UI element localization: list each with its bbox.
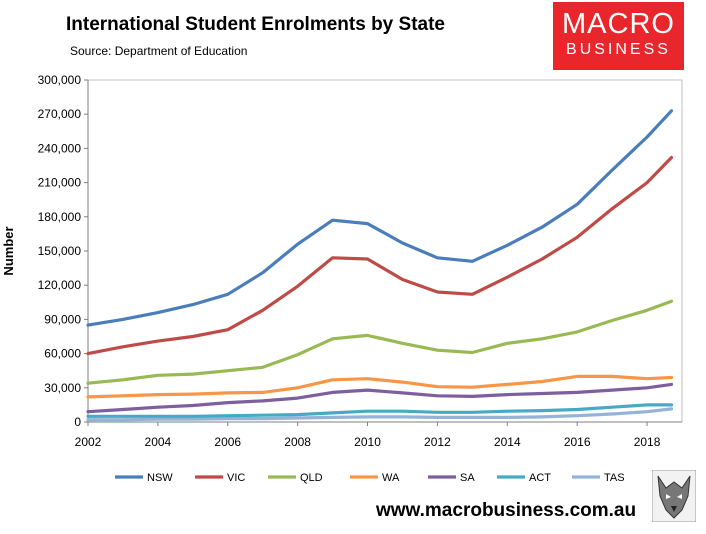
legend-label-sa: SA: [460, 472, 475, 484]
y-axis-label: Number: [1, 226, 16, 275]
series-line-tas: [86, 407, 674, 422]
series-line-act: [86, 403, 674, 418]
y-tick-label: 90,000: [44, 312, 81, 326]
y-tick-label: 180,000: [38, 210, 82, 224]
legend-label-tas: TAS: [604, 472, 625, 484]
wolf-logo-icon: [652, 470, 696, 522]
x-tick-label: 2006: [214, 435, 241, 449]
x-tick-label: 2010: [354, 435, 381, 449]
series-line-qld: [86, 299, 674, 385]
y-tick-label: 120,000: [38, 278, 82, 292]
chart-source: Source: Department of Education: [70, 44, 248, 58]
x-tick-label: 2018: [634, 435, 661, 449]
x-tick-label: 2012: [424, 435, 451, 449]
y-tick-label: 0: [74, 415, 81, 429]
series-line-vic: [86, 155, 674, 356]
macrobusiness-logo[interactable]: MACRO BUSINESS: [553, 2, 684, 70]
y-tick-label: 60,000: [44, 347, 81, 361]
y-tick-label: 30,000: [44, 381, 81, 395]
legend-label-wa: WA: [382, 472, 400, 484]
legend-label-act: ACT: [529, 472, 551, 484]
x-tick-label: 2014: [494, 435, 521, 449]
website-url[interactable]: www.macrobusiness.com.au: [376, 500, 637, 521]
legend-label-nsw: NSW: [147, 472, 173, 484]
logo-line2: BUSINESS: [566, 41, 671, 58]
y-tick-label: 300,000: [38, 73, 82, 87]
legend-label-qld: QLD: [300, 472, 323, 484]
y-tick-label: 210,000: [38, 176, 82, 190]
x-tick-label: 2002: [75, 435, 102, 449]
y-tick-label: 270,000: [38, 107, 82, 121]
series-line-sa: [86, 382, 674, 414]
series-line-nsw: [86, 109, 674, 327]
x-tick-label: 2008: [284, 435, 311, 449]
y-tick-label: 240,000: [38, 141, 82, 155]
x-tick-label: 2004: [145, 435, 172, 449]
plot-area: [87, 79, 683, 423]
y-tick-label: 150,000: [38, 244, 82, 258]
legend-label-vic: VIC: [227, 472, 245, 484]
chart-title: International Student Enrolments by Stat…: [66, 14, 445, 35]
series-line-wa: [86, 374, 674, 399]
logo-line1: MACRO: [562, 8, 675, 40]
x-tick-label: 2016: [564, 435, 591, 449]
